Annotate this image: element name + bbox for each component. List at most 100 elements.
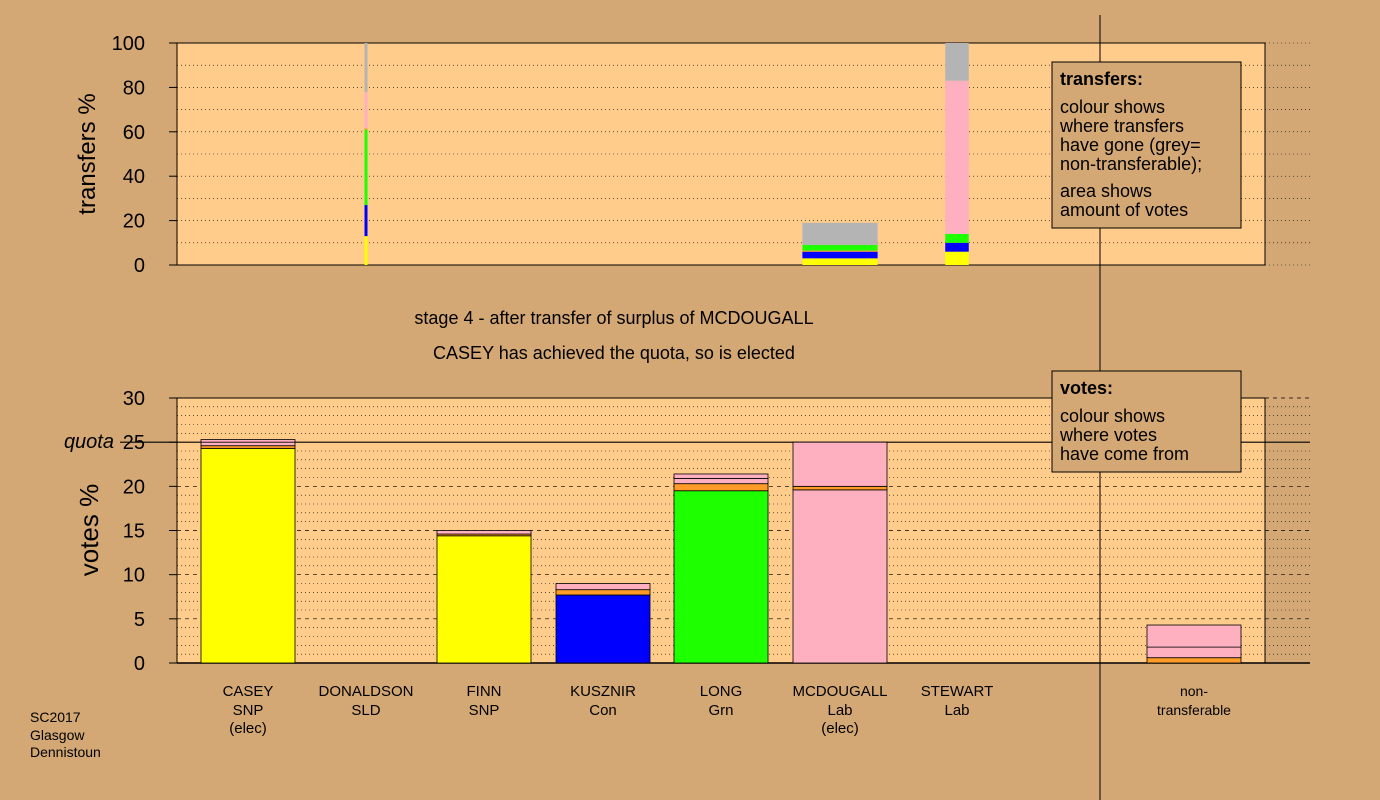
candidate-party: SLD bbox=[351, 702, 380, 719]
transfers-legend-line-6: amount of votes bbox=[1060, 200, 1188, 220]
transfer-segment-sld bbox=[364, 128, 368, 130]
candidate-name: DONALDSON bbox=[318, 683, 413, 700]
vote-segment-lab bbox=[200, 441, 296, 447]
transfers-legend: transfers: colour shows where transfers … bbox=[1051, 61, 1242, 229]
vote-bar-finn bbox=[436, 530, 532, 664]
transfer-segment-snp bbox=[802, 258, 878, 265]
vote-bar-kusznir bbox=[555, 583, 651, 664]
transfer-segment-nontransferable bbox=[802, 222, 878, 246]
transfer-bar-donaldson bbox=[364, 43, 368, 265]
transfers-y-axis: 0 20 40 60 80 100 bbox=[112, 33, 177, 277]
transfer-segment-grn bbox=[364, 129, 368, 206]
transfers-tick-label: 0 bbox=[134, 255, 145, 277]
vote-bar-mcdougall bbox=[792, 441, 888, 664]
caption-line-3: Dennistoun bbox=[30, 744, 101, 760]
transfer-segment-grn bbox=[945, 233, 969, 243]
candidate-party: SNP bbox=[469, 702, 500, 719]
transfers-legend-line-1: colour shows bbox=[1060, 97, 1165, 117]
election-caption: SC2017 Glasgow Dennistoun bbox=[30, 709, 101, 760]
transfer-segment-nontransferable bbox=[945, 43, 969, 81]
votes-tick-label: 25 bbox=[123, 432, 145, 454]
vote-segment-con bbox=[555, 594, 651, 664]
vote-segment-lab bbox=[436, 530, 532, 535]
vote-segment-sld bbox=[555, 589, 651, 596]
vote-bar-long bbox=[673, 473, 769, 664]
transfer-segment-sld bbox=[802, 250, 878, 252]
candidate-name: CASEY bbox=[223, 683, 274, 700]
votes-legend: votes: colour shows where votes have com… bbox=[1051, 370, 1242, 473]
transfer-segment-snp bbox=[364, 236, 368, 265]
transfer-segment-lab bbox=[945, 80, 969, 234]
transfers-legend-box bbox=[1051, 61, 1242, 229]
transfers-legend-line-3: have gone (grey= bbox=[1060, 135, 1201, 155]
transfer-bar-stewart bbox=[945, 43, 969, 265]
transfers-bars bbox=[364, 43, 969, 265]
vote-segment-sld bbox=[792, 485, 888, 491]
candidate-party: transferable bbox=[1157, 702, 1231, 718]
vote-segment-sld bbox=[1146, 657, 1242, 664]
transfers-legend-line-4: non-transferable); bbox=[1060, 154, 1202, 174]
votes-tick-label: 0 bbox=[134, 653, 145, 675]
candidate-labels: CASEYSNP(elec)DONALDSONSLDFINNSNPKUSZNIR… bbox=[223, 683, 1232, 737]
candidate-party: Lab bbox=[944, 702, 969, 719]
transfer-segment-con bbox=[802, 251, 878, 259]
transfers-tick-label: 20 bbox=[123, 211, 145, 233]
vote-segment-lab bbox=[200, 439, 296, 443]
candidate-name: non- bbox=[1180, 683, 1208, 699]
vote-segment-lab bbox=[1146, 624, 1242, 648]
transfer-bar-mcdougall bbox=[802, 222, 878, 265]
transfers-legend-title: transfers: bbox=[1060, 69, 1143, 89]
votes-tick-label: 20 bbox=[123, 476, 145, 498]
vote-bar-casey bbox=[200, 439, 296, 664]
transfer-segment-grn bbox=[802, 245, 878, 251]
vote-bar-non bbox=[1146, 624, 1242, 664]
transfer-segment-snp bbox=[945, 251, 969, 265]
votes-y-axis-label: votes % bbox=[74, 484, 104, 577]
candidate-status: (elec) bbox=[229, 720, 267, 737]
candidate-status: (elec) bbox=[821, 720, 859, 737]
transfers-tick-label: 60 bbox=[123, 122, 145, 144]
votes-legend-line-1: colour shows bbox=[1060, 406, 1165, 426]
chart-title: stage 4 - after transfer of surplus of M… bbox=[414, 308, 813, 328]
transfers-tick-label: 80 bbox=[123, 77, 145, 99]
transfers-tick-label: 40 bbox=[123, 166, 145, 188]
transfer-segment-nontransferable bbox=[364, 43, 368, 92]
candidate-party: SNP bbox=[233, 702, 264, 719]
candidate-party: Con bbox=[589, 702, 617, 719]
vote-segment-grn bbox=[673, 490, 769, 664]
votes-tick-label: 5 bbox=[134, 609, 145, 631]
votes-tick-label: 30 bbox=[123, 388, 145, 410]
votes-tick-label: 10 bbox=[123, 565, 145, 587]
transfer-segment-con bbox=[945, 242, 969, 252]
candidate-name: FINN bbox=[467, 683, 502, 700]
votes-tick-label: 15 bbox=[123, 521, 145, 543]
vote-segment-lab bbox=[1146, 646, 1242, 659]
candidate-party: Grn bbox=[708, 702, 733, 719]
votes-legend-line-2: where votes bbox=[1059, 425, 1157, 445]
candidate-name: LONG bbox=[700, 683, 743, 700]
votes-legend-box bbox=[1051, 370, 1242, 473]
vote-segment-lab bbox=[673, 477, 769, 485]
votes-legend-line-3: have come from bbox=[1060, 444, 1189, 464]
votes-y-axis: 0 5 10 15 20 25 30 bbox=[123, 388, 177, 675]
vote-segment-lab bbox=[792, 489, 888, 664]
vote-segment-sld bbox=[673, 483, 769, 492]
transfers-legend-line-2: where transfers bbox=[1059, 116, 1184, 136]
candidate-name: MCDOUGALL bbox=[792, 683, 887, 700]
chart-subtitle: CASEY has achieved the quota, so is elec… bbox=[433, 343, 795, 363]
transfers-legend-line-5: area shows bbox=[1060, 181, 1152, 201]
caption-line-2: Glasgow bbox=[30, 727, 85, 743]
vote-segment-snp bbox=[200, 447, 296, 664]
transfers-y-axis-label: transfers % bbox=[74, 93, 101, 214]
candidate-name: STEWART bbox=[921, 683, 994, 700]
transfer-segment-lab bbox=[364, 91, 368, 129]
transfer-segment-con bbox=[364, 205, 368, 237]
vote-segment-lab bbox=[555, 583, 651, 591]
votes-bars bbox=[200, 439, 1242, 664]
quota-label: quota bbox=[64, 431, 114, 453]
vote-segment-lab bbox=[673, 473, 769, 479]
vote-segment-snp bbox=[436, 535, 532, 664]
candidate-party: Lab bbox=[827, 702, 852, 719]
vote-segment-lab bbox=[792, 441, 888, 487]
